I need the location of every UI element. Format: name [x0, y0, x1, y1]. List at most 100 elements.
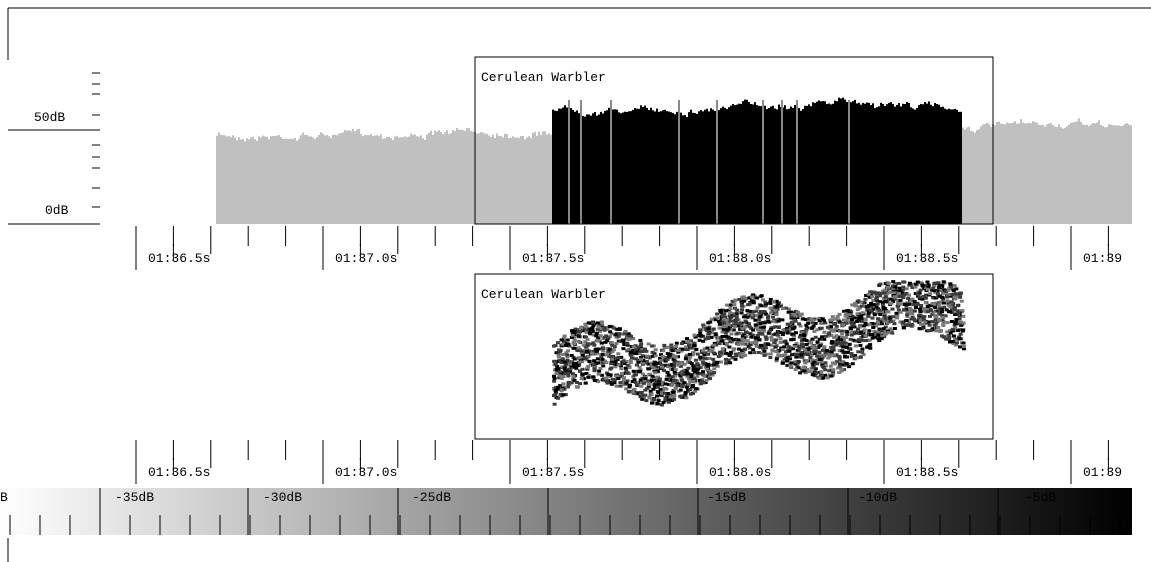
spectrogram-pixel: [931, 302, 935, 305]
spectrogram-pixel: [570, 354, 574, 357]
waveform-bar: [592, 113, 594, 224]
spectrogram-pixel: [626, 364, 630, 367]
waveform-bar: [462, 130, 464, 224]
spectrogram-pixel: [844, 336, 848, 339]
waveform-gap: [848, 100, 850, 224]
spectrogram-pixel: [616, 377, 620, 380]
waveform-bar: [990, 127, 992, 224]
waveform-bar: [726, 109, 728, 224]
waveform-bar: [638, 109, 640, 224]
spectrogram-pixel: [571, 375, 575, 378]
waveform-bar: [852, 101, 854, 224]
spectrogram-pixel: [724, 358, 728, 361]
waveform-bar: [772, 106, 774, 224]
waveform-bar: [800, 111, 802, 224]
spectrogram-pixel: [851, 362, 855, 365]
time-label: 01:39: [1083, 251, 1122, 266]
spectrogram-pixel: [919, 323, 923, 326]
spectrogram-pixel: [833, 362, 837, 365]
spectrogram-pixel: [622, 360, 626, 363]
spectrogram-pixel: [951, 328, 955, 331]
spectrogram-pixel: [794, 368, 798, 371]
spectrogram-pixel: [815, 362, 819, 365]
spectrogram-pixel: [834, 341, 838, 344]
spectrogram-pixel: [639, 391, 643, 394]
spectrogram-pixel: [621, 347, 625, 350]
waveform-bar: [826, 104, 828, 224]
waveform-bar: [914, 110, 916, 224]
waveform-bar: [386, 137, 388, 224]
spectrogram-pixel: [740, 305, 744, 308]
waveform-bar: [514, 138, 516, 224]
spectrogram-pixel: [831, 315, 835, 318]
waveform-bar: [280, 137, 282, 224]
spectrogram-pixel: [586, 338, 590, 341]
spectrogram-pixel: [743, 348, 747, 351]
spectrogram-pixel: [748, 351, 752, 354]
spectrogram-pixel: [818, 344, 822, 347]
spectrogram-pixel: [887, 331, 891, 334]
waveform-bar: [300, 135, 302, 224]
waveform-bar: [982, 124, 984, 224]
waveform-bar: [670, 112, 672, 224]
spectrogram-pixel: [766, 316, 770, 319]
spectrogram-pixel: [867, 345, 871, 348]
waveform-bar: [1086, 125, 1088, 224]
spectrogram-pixel: [568, 363, 572, 366]
spectrogram-pixel: [959, 333, 963, 336]
spectrogram-pixel: [846, 309, 850, 312]
spectrogram-pixel: [662, 344, 666, 347]
spectrogram-pixel: [754, 324, 758, 327]
time-label: 01:37.0s: [335, 251, 397, 266]
waveform-bar: [304, 135, 306, 224]
spectrogram-pixel: [766, 342, 770, 345]
spectrogram-pixel: [652, 398, 656, 401]
spectrogram-pixel: [939, 329, 943, 332]
spectrogram-pixel: [563, 335, 567, 338]
waveform-bar: [452, 130, 454, 224]
spectrogram-pixel: [722, 318, 726, 321]
waveform-bar: [666, 111, 668, 224]
waveform-bar: [660, 111, 662, 224]
waveform-bar: [602, 113, 604, 224]
spectrogram-pixel: [802, 366, 806, 369]
waveform-bar: [366, 135, 368, 224]
waveform-gap: [716, 100, 718, 224]
waveform-bar: [220, 135, 222, 224]
waveform-bar: [692, 113, 694, 224]
waveform-bar: [618, 112, 620, 224]
waveform-bar: [930, 105, 932, 224]
waveform-bar: [278, 135, 280, 224]
spectrogram-pixel: [870, 295, 874, 298]
waveform-bar: [764, 106, 766, 224]
spectrogram-pixel: [718, 342, 722, 345]
spectrogram-pixel: [643, 377, 647, 380]
waveform-bar: [1062, 129, 1064, 224]
spectrogram-pixel: [639, 358, 643, 361]
waveform-bar: [318, 135, 320, 224]
waveform-bar: [312, 138, 314, 224]
spectrogram-pixel: [790, 325, 794, 328]
spectrogram-pixel: [821, 365, 825, 368]
spectrogram-pixel: [734, 299, 738, 302]
spectrogram-pixel: [823, 368, 827, 371]
spectrogram-pixel: [788, 350, 792, 353]
spectrogram-pixel: [651, 388, 655, 391]
spectrogram-pixel: [897, 282, 901, 285]
waveform-bar: [392, 140, 394, 224]
spectrogram-pixel: [654, 354, 658, 357]
waveform-bar: [680, 113, 682, 224]
waveform-bar: [842, 98, 844, 224]
waveform-bar: [430, 131, 432, 224]
spectrogram-pixel: [553, 377, 557, 380]
spectrogram-pixel: [583, 357, 587, 360]
waveform-bar: [250, 137, 252, 224]
spectrogram-pixel: [573, 358, 577, 361]
spectrogram-pixel: [854, 331, 858, 334]
spectrogram-pixel: [613, 378, 617, 381]
spectrogram-pixel: [620, 372, 624, 375]
spectrogram-pixel: [591, 375, 595, 378]
waveform-bar: [262, 136, 264, 224]
spectrogram-pixel: [945, 338, 949, 341]
waveform-bar: [376, 135, 378, 224]
